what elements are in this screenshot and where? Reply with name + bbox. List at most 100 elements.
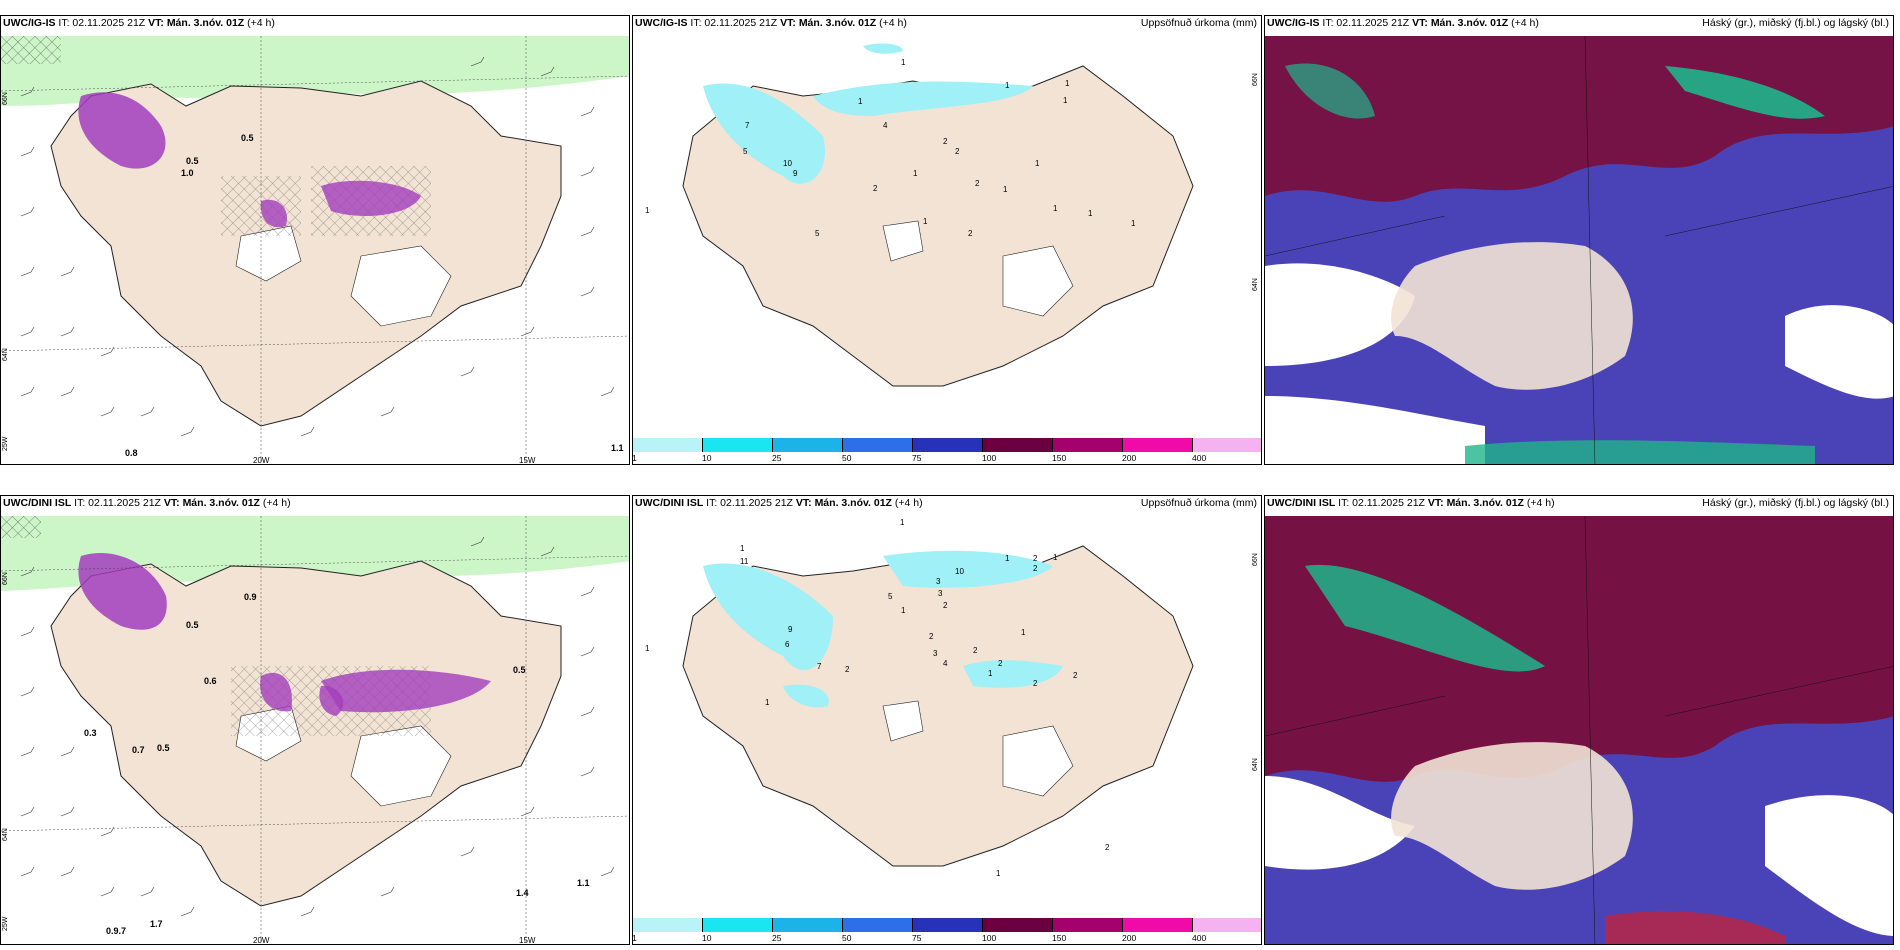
lat-label: 64N xyxy=(2,828,9,841)
lat-label: 25W xyxy=(2,436,9,451)
colorbar-segment xyxy=(633,438,703,452)
clear-sky xyxy=(1265,396,1485,464)
snow-blob xyxy=(321,669,491,713)
value-label: 1.0 xyxy=(181,168,194,178)
colorbar-tick: 25 xyxy=(772,453,782,463)
lat-label: 66N xyxy=(1252,73,1259,86)
value-label: 0.9.7 xyxy=(106,926,126,936)
lon-label: 15W xyxy=(519,456,536,465)
panel-header: UWC/DINI ISL IT: 02.11.2025 21Z VT: Mán.… xyxy=(1,496,629,510)
value-label: 0.9 xyxy=(244,592,257,602)
colorbar-tick: 75 xyxy=(912,933,922,943)
snow-blob xyxy=(78,552,167,630)
colorbar-segment xyxy=(843,438,913,452)
colorbar: 1 10 25 50 75 100 150 200 400 xyxy=(633,918,1261,944)
iceland-land xyxy=(50,80,562,427)
precip-value: 1 xyxy=(988,669,993,678)
precip-value: 1 xyxy=(913,169,918,178)
lead-time: (+4 h) xyxy=(1526,497,1555,509)
precip-value: 1 xyxy=(900,518,905,527)
precip-value: 10 xyxy=(955,567,964,576)
colorbar-segment xyxy=(913,438,983,452)
clear-sky xyxy=(1265,776,1415,870)
precip-value: 1 xyxy=(901,58,906,67)
precip-value: 1 xyxy=(1131,219,1136,228)
glacier xyxy=(882,700,924,742)
colorbar: 1 10 25 50 75 100 150 200 400 xyxy=(633,438,1261,464)
precip-map: 1 1 1 1 2 2 10 3 3 2 5 11 9 6 7 2 1 2 3 … xyxy=(633,516,1261,920)
colorbar-tick: 10 xyxy=(702,453,712,463)
precip-value: 1 xyxy=(1003,185,1008,194)
model-name: UWC/IG-IS xyxy=(635,17,688,29)
glacier xyxy=(1002,245,1074,317)
precip-value: 5 xyxy=(888,592,893,601)
cloud-high xyxy=(1285,63,1375,119)
precip-value: 2 xyxy=(1073,671,1078,680)
precip-value: 9 xyxy=(788,625,793,634)
model-name: UWC/DINI ISL xyxy=(1267,497,1336,509)
hatch-area xyxy=(1,36,61,64)
lat-label: 66N xyxy=(1252,553,1259,566)
colorbar-segment xyxy=(983,918,1053,932)
colorbar-segment xyxy=(703,918,773,932)
precip-value: 2 xyxy=(943,601,948,610)
colorbar-segment xyxy=(843,918,913,932)
precip-area xyxy=(883,550,1053,588)
precip-value: 1 xyxy=(1053,204,1058,213)
valid-label: VT: xyxy=(1412,17,1428,29)
precip-value: 4 xyxy=(883,121,888,130)
lat-label: 64N xyxy=(1252,758,1259,771)
graticule xyxy=(1,516,629,944)
precip-value: 1 xyxy=(645,644,650,653)
model-name: UWC/IG-IS xyxy=(3,17,56,29)
init-time: IT: 02.11.2025 21Z xyxy=(1322,17,1410,29)
colorbar-tick: 400 xyxy=(1192,453,1207,463)
value-label: 1.7 xyxy=(150,919,163,929)
colorbar-segment xyxy=(1053,438,1123,452)
colorbar-segment xyxy=(1123,918,1193,932)
lat-label: 66N xyxy=(2,92,9,105)
clear-sky xyxy=(1765,795,1893,936)
clear-sky xyxy=(1785,305,1893,399)
precip-area xyxy=(783,684,829,708)
snow-blob xyxy=(319,685,344,716)
colorbar-segment xyxy=(913,918,983,932)
value-label: 1.4 xyxy=(516,888,529,898)
graticule xyxy=(1,36,629,464)
cloud-map xyxy=(1265,36,1893,464)
precip-value: 5 xyxy=(815,229,820,238)
lat-label: 25W xyxy=(2,916,9,931)
precip-map: 1 1 1 2 2 4 1 1 2 1 5 10 9 7 5 1 2 1 1 2… xyxy=(633,36,1261,440)
value-label: 0.5 xyxy=(513,665,526,675)
valid-time: Mán. 3.nóv. 01Z xyxy=(182,497,260,509)
precip-value: 1 xyxy=(996,869,1001,878)
glacier xyxy=(882,220,924,262)
precip-value: 2 xyxy=(943,137,948,146)
colorbar-tick: 10 xyxy=(702,933,712,943)
init-time: IT: 02.11.2025 21Z xyxy=(58,17,146,29)
precip-value: 1 xyxy=(1005,81,1010,90)
panel-header: UWC/IG-IS IT: 02.11.2025 21Z VT: Mán. 3.… xyxy=(1,16,629,30)
init-time: IT: 02.11.2025 21Z xyxy=(690,17,778,29)
precip-value: 2 xyxy=(955,147,960,156)
lat-label: 64N xyxy=(1252,278,1259,291)
colorbar-tick: 75 xyxy=(912,453,922,463)
wind-panel-row2: UWC/DINI ISL IT: 02.11.2025 21Z VT: Mán.… xyxy=(0,495,630,945)
valid-label: VT: xyxy=(163,497,180,509)
valid-label: VT: xyxy=(1427,497,1444,509)
colorbar-tick: 150 xyxy=(1052,933,1067,943)
precip-value: 1 xyxy=(1021,628,1026,637)
precip-value: 1 xyxy=(858,97,863,106)
precip-value: 1 xyxy=(923,217,928,226)
lon-label: 15W xyxy=(519,936,536,945)
init-time: IT: 02.11.2025 21Z xyxy=(74,497,161,509)
model-name: UWC/DINI ISL xyxy=(635,497,704,509)
value-label: 1.1 xyxy=(611,443,624,453)
clear-sky xyxy=(1265,263,1415,366)
value-label: 0.8 xyxy=(125,448,138,458)
precip-value: 1 xyxy=(740,544,745,553)
precip-panel-row1: UWC/IG-IS IT: 02.11.2025 21Z VT: Mán. 3.… xyxy=(632,15,1262,465)
colorbar-segment xyxy=(1123,438,1193,452)
valid-time: Mán. 3.nóv. 01Z xyxy=(798,17,877,29)
value-label: 1.1 xyxy=(577,878,590,888)
